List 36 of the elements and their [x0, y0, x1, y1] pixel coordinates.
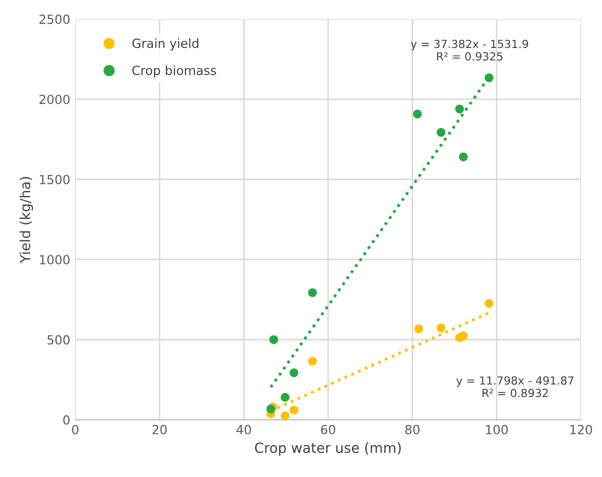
y-tick-label: 2000: [39, 94, 70, 104]
point: [413, 110, 422, 118]
annotation: y = 37.382x - 1531.9 R² = 0.9325: [410, 40, 528, 61]
x-axis-title: Crop water use (mm): [255, 442, 401, 456]
x-tick-label: 20: [152, 424, 167, 434]
y-tick-label: 1500: [40, 174, 70, 184]
point: [458, 152, 468, 162]
legend-label: Crop biomass: [132, 65, 216, 78]
y-axis-title: Yield (kg/ha): [20, 177, 34, 264]
point: [280, 411, 290, 420]
point: [484, 73, 494, 82]
point: [455, 104, 464, 114]
point: [308, 288, 317, 298]
legend-label: Grain yield: [132, 38, 198, 50]
point: [484, 299, 494, 308]
point: [436, 128, 446, 137]
y-tick-label: 2500: [39, 14, 70, 24]
point: [414, 324, 424, 334]
point: [266, 404, 276, 414]
point: [290, 368, 298, 378]
x-tick-label: 80: [405, 424, 420, 434]
x-tick-label: 120: [570, 424, 592, 434]
point: [280, 392, 290, 402]
x-tick-label: 0: [72, 424, 78, 434]
y-tick-label: 0: [63, 415, 70, 425]
x-tick-label: 60: [321, 424, 336, 434]
x-tick-label: 40: [236, 424, 251, 434]
annotation: y = 11.798x - 491.87 R² = 0.8932: [456, 376, 574, 398]
y-tick-label: 1000: [40, 254, 70, 264]
point: [436, 324, 446, 332]
x-tick-label: 100: [486, 424, 508, 434]
point: [458, 331, 468, 340]
point: [269, 335, 278, 344]
point: [308, 356, 317, 366]
point: [290, 406, 298, 414]
y-tick-label: 500: [47, 335, 70, 345]
